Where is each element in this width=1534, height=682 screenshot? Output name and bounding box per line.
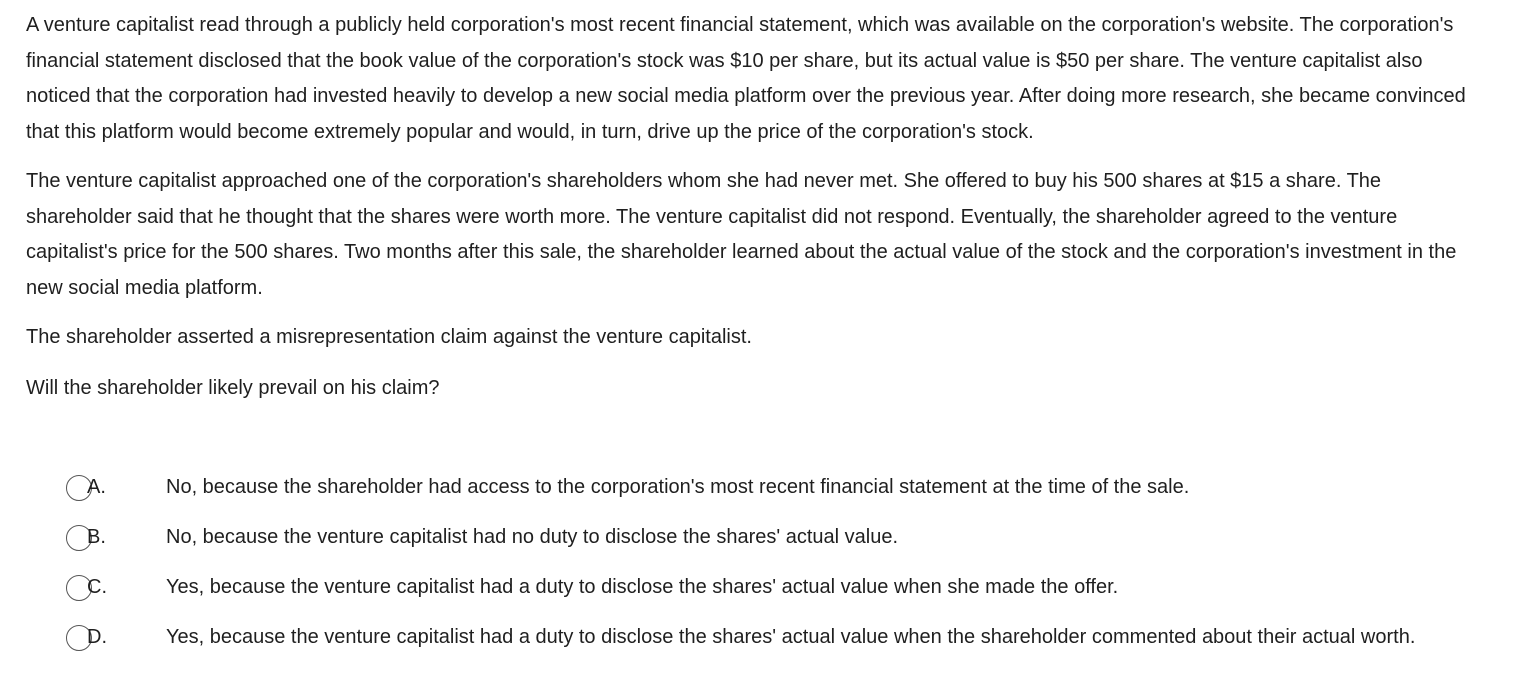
answer-text-d[interactable]: Yes, because the venture capitalist had … [166, 626, 1416, 648]
answer-text-a[interactable]: No, because the shareholder had access t… [166, 476, 1190, 498]
answer-text-b[interactable]: No, because the venture capitalist had n… [166, 526, 899, 548]
answer-option-d[interactable]: D. Yes, because the venture capitalist h… [66, 620, 1486, 670]
radio-button-c[interactable] [66, 575, 92, 601]
answer-choices: A. No, because the shareholder had acces… [66, 470, 1486, 670]
question-prompt: Will the shareholder likely prevail on h… [26, 376, 440, 399]
answer-letter-d: D. [87, 626, 107, 648]
question-paragraph-2: The venture capitalist approached one of… [26, 170, 1457, 299]
answer-option-a[interactable]: A. No, because the shareholder had acces… [66, 470, 1486, 520]
answer-text-c[interactable]: Yes, because the venture capitalist had … [166, 576, 1119, 598]
question-paragraph-3: The shareholder asserted a misrepresenta… [26, 326, 752, 348]
answer-option-c[interactable]: C. Yes, because the venture capitalist h… [66, 570, 1486, 620]
answer-letter-a: A. [87, 476, 106, 498]
question-paragraph-1: A venture capitalist read through a publ… [26, 14, 1466, 143]
radio-button-d[interactable] [66, 625, 92, 651]
answer-letter-b: B. [87, 526, 106, 548]
answer-option-b[interactable]: B. No, because the venture capitalist ha… [66, 520, 1486, 570]
radio-button-a[interactable] [66, 475, 92, 501]
question-stem: A venture capitalist read through a publ… [26, 8, 1466, 421]
radio-button-b[interactable] [66, 525, 92, 551]
answer-letter-c: C. [87, 576, 107, 598]
